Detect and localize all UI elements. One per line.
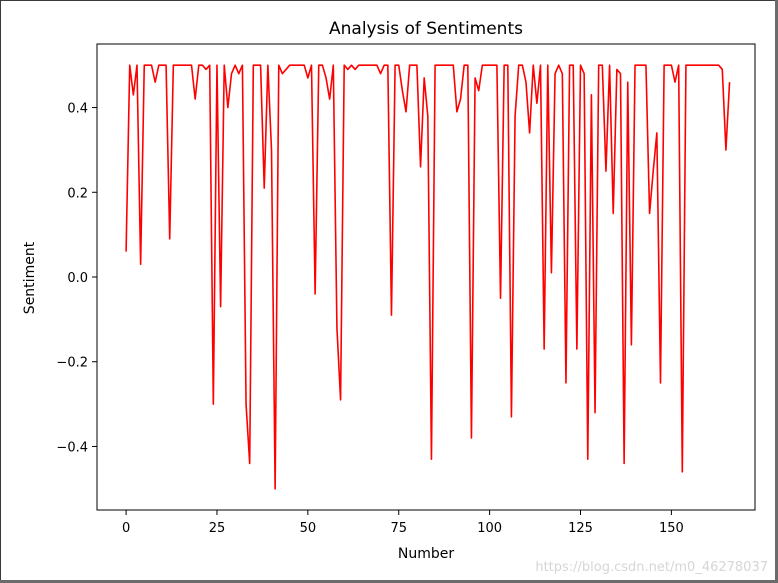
y-axis-label: Sentiment xyxy=(22,241,38,314)
y-tick-label: 0.2 xyxy=(67,186,88,201)
x-tick-label: 75 xyxy=(390,521,407,536)
sentiment-series-line xyxy=(125,64,731,490)
x-tick-label: 0 xyxy=(122,521,130,536)
y-tick-label: −0.2 xyxy=(56,356,88,371)
y-tick-label: −0.4 xyxy=(56,440,88,455)
x-tick-label: 125 xyxy=(568,521,593,536)
x-tick-label: 100 xyxy=(477,521,502,536)
window-border-bottom xyxy=(0,580,778,583)
x-axis-label: Number xyxy=(398,546,454,562)
x-tick-label: 50 xyxy=(300,521,317,536)
chart-title: Analysis of Sentiments xyxy=(329,19,523,39)
y-tick-label: 0.0 xyxy=(67,271,88,286)
watermark-text: https://blog.csdn.net/m0_46278037 xyxy=(535,560,768,575)
y-tick-label: 0.4 xyxy=(67,102,88,117)
x-tick-label: 150 xyxy=(659,521,684,536)
x-tick-label: 25 xyxy=(209,521,226,536)
plot-area: 0 25 50 75 100 125 150 −0.4 −0.2 0.0 0.2 0.4 xyxy=(56,43,756,536)
plot-frame xyxy=(96,43,756,511)
window-border-right xyxy=(775,0,778,583)
